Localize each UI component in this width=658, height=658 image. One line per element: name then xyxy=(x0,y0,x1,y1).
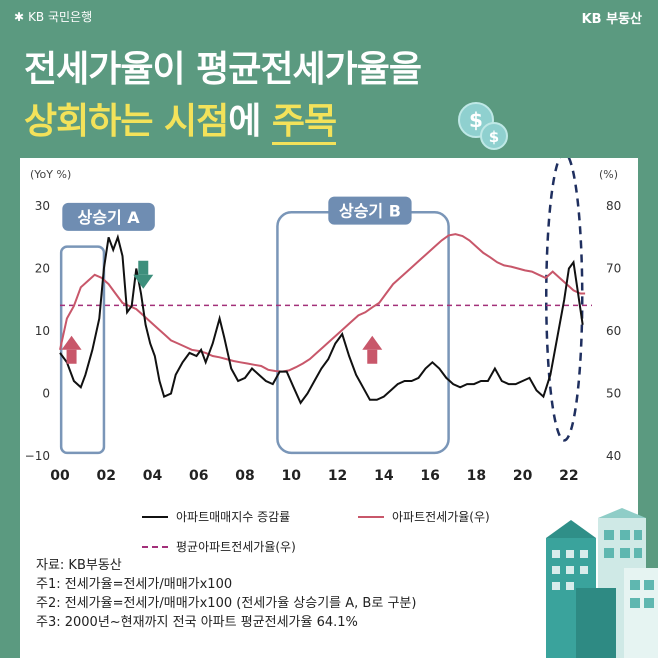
box-b xyxy=(276,211,450,455)
down-arrow-icon-shaft xyxy=(138,260,149,275)
x-tick-label: 22 xyxy=(559,468,578,484)
footnotes: 자료: KB부동산 주1: 전세가율=전세가/매매가x100 주2: 전세가율=… xyxy=(36,556,416,632)
svg-text:$: $ xyxy=(489,128,499,146)
note-2: 주2: 전세가율=전세가/매매가x100 (전세가율 상승기를 A, B로 구분… xyxy=(36,596,417,611)
up-arrow-icon-a-shaft xyxy=(66,349,77,364)
series-line-jeonse xyxy=(59,233,586,373)
left-axis-label: (YoY %) xyxy=(30,168,71,181)
star-icon: ✱ xyxy=(14,9,25,24)
x-tick-label: 08 xyxy=(235,468,254,484)
right-axis-label: (%) xyxy=(599,168,618,181)
note-3: 주3: 2000년~현재까지 전국 아파트 평균전세가율 64.1% xyxy=(36,615,358,630)
note-source: 자료: KB부동산 xyxy=(36,558,122,573)
left-tick-label: 10 xyxy=(35,324,50,338)
legend-label-jeonse: 아파트전세가율(우) xyxy=(392,510,490,524)
box-a-label: 상승기 A xyxy=(78,208,141,227)
x-tick-label: 00 xyxy=(50,468,70,484)
left-tick-label: −10 xyxy=(25,449,50,463)
x-tick-label: 10 xyxy=(282,468,302,484)
x-tick-label: 18 xyxy=(467,468,486,484)
x-tick-label: 12 xyxy=(328,468,347,484)
right-tick-label: 50 xyxy=(606,387,621,401)
line-chart: (YoY %) (%) 30 20 10 0 −10 80 70 60 50 40 00 02 04 06 08… xyxy=(25,158,621,484)
legend-swatch-dashed xyxy=(142,545,168,548)
right-tick-label: 60 xyxy=(606,324,621,338)
legend-swatch-red xyxy=(358,515,384,518)
title-connector: 에 xyxy=(228,101,272,142)
down-arrow-icon-head xyxy=(133,274,154,289)
box-b-label-bg xyxy=(328,196,412,225)
left-tick-label: 0 xyxy=(42,387,50,401)
left-tick-label: 20 xyxy=(35,262,50,276)
note-1: 주1: 전세가율=전세가/매매가x100 xyxy=(36,577,233,592)
title-line-2: 상회하는 시점에 주목 xyxy=(24,92,337,145)
right-tick-label: 70 xyxy=(606,262,621,276)
x-tick-label: 02 xyxy=(97,468,116,484)
title-emphasis: 주목 xyxy=(271,101,337,145)
highlight-ellipse xyxy=(544,158,584,442)
kb-bank-logo: ✱ KB 국민은행 xyxy=(14,8,92,25)
up-arrow-icon-a-head xyxy=(61,335,82,350)
box-a xyxy=(59,245,106,455)
building-illustration xyxy=(546,508,658,658)
title-line-1: 전세가율이 평균전세가율을 xyxy=(24,49,422,90)
box-b-label: 상승기 B xyxy=(339,202,401,221)
legend-label-average: 평균아파트전세가율(우) xyxy=(176,540,296,554)
legend-item-sales: 아파트매매지수 증감률 xyxy=(142,508,290,525)
left-tick-label: 30 xyxy=(35,199,50,213)
up-arrow-icon-b-shaft xyxy=(367,349,378,364)
legend-item-jeonse: 아파트전세가율(우) xyxy=(358,508,490,525)
x-tick-label: 16 xyxy=(420,468,439,484)
legend-item-average: 평균아파트전세가율(우) xyxy=(142,538,296,555)
box-a-label-bg xyxy=(62,202,155,231)
right-tick-label: 80 xyxy=(606,199,621,213)
kb-realestate-logo: KB 부동산 xyxy=(581,12,642,27)
x-tick-label: 06 xyxy=(189,468,208,484)
svg-text:$: $ xyxy=(469,108,483,132)
x-tick-label: 20 xyxy=(513,468,533,484)
right-tick-label: 40 xyxy=(606,449,621,463)
brand-left-label: KB 국민은행 xyxy=(28,10,93,24)
x-tick-label: 04 xyxy=(143,468,163,484)
coins-icon: $ $ xyxy=(458,102,508,150)
title-highlight: 상회하는 시점 xyxy=(24,101,229,142)
chart-panel: (YoY %) (%) 30 20 10 0 −10 80 70 60 50 40 00 02 04 06 08… xyxy=(20,158,638,658)
x-tick-label: 14 xyxy=(374,468,394,484)
legend-label-sales: 아파트매매지수 증감률 xyxy=(176,510,291,524)
up-arrow-icon-b-head xyxy=(362,335,383,350)
legend-swatch-black xyxy=(142,515,168,518)
